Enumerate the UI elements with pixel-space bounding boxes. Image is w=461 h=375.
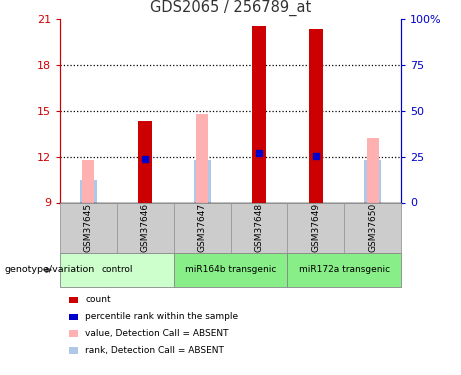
- Text: GSM37645: GSM37645: [84, 203, 93, 252]
- Bar: [174, 202, 230, 253]
- Bar: [138, 122, 152, 202]
- Text: count: count: [85, 295, 111, 304]
- Bar: [309, 30, 323, 202]
- Bar: [60, 253, 174, 287]
- Bar: [366, 138, 378, 202]
- Bar: [80, 180, 97, 203]
- Text: control: control: [101, 266, 132, 274]
- Bar: [344, 202, 401, 253]
- Text: percentile rank within the sample: percentile rank within the sample: [85, 312, 238, 321]
- Bar: [194, 160, 211, 202]
- Text: GSM37647: GSM37647: [198, 203, 207, 252]
- Bar: [230, 202, 287, 253]
- Text: GSM37648: GSM37648: [254, 203, 263, 252]
- Text: GSM37649: GSM37649: [311, 203, 320, 252]
- Bar: [252, 26, 266, 202]
- Bar: [174, 253, 287, 287]
- Text: value, Detection Call = ABSENT: value, Detection Call = ABSENT: [85, 329, 229, 338]
- Text: miR164b transgenic: miR164b transgenic: [185, 266, 276, 274]
- Bar: [364, 160, 381, 202]
- Text: genotype/variation: genotype/variation: [5, 266, 95, 274]
- Text: GSM37646: GSM37646: [141, 203, 150, 252]
- Text: rank, Detection Call = ABSENT: rank, Detection Call = ABSENT: [85, 346, 224, 355]
- Bar: [287, 253, 401, 287]
- Title: GDS2065 / 256789_at: GDS2065 / 256789_at: [150, 0, 311, 16]
- Text: GSM37650: GSM37650: [368, 203, 377, 252]
- Text: miR172a transgenic: miR172a transgenic: [299, 266, 390, 274]
- Bar: [287, 202, 344, 253]
- Bar: [196, 114, 208, 202]
- Bar: [83, 160, 95, 202]
- Bar: [60, 202, 117, 253]
- Bar: [117, 202, 174, 253]
